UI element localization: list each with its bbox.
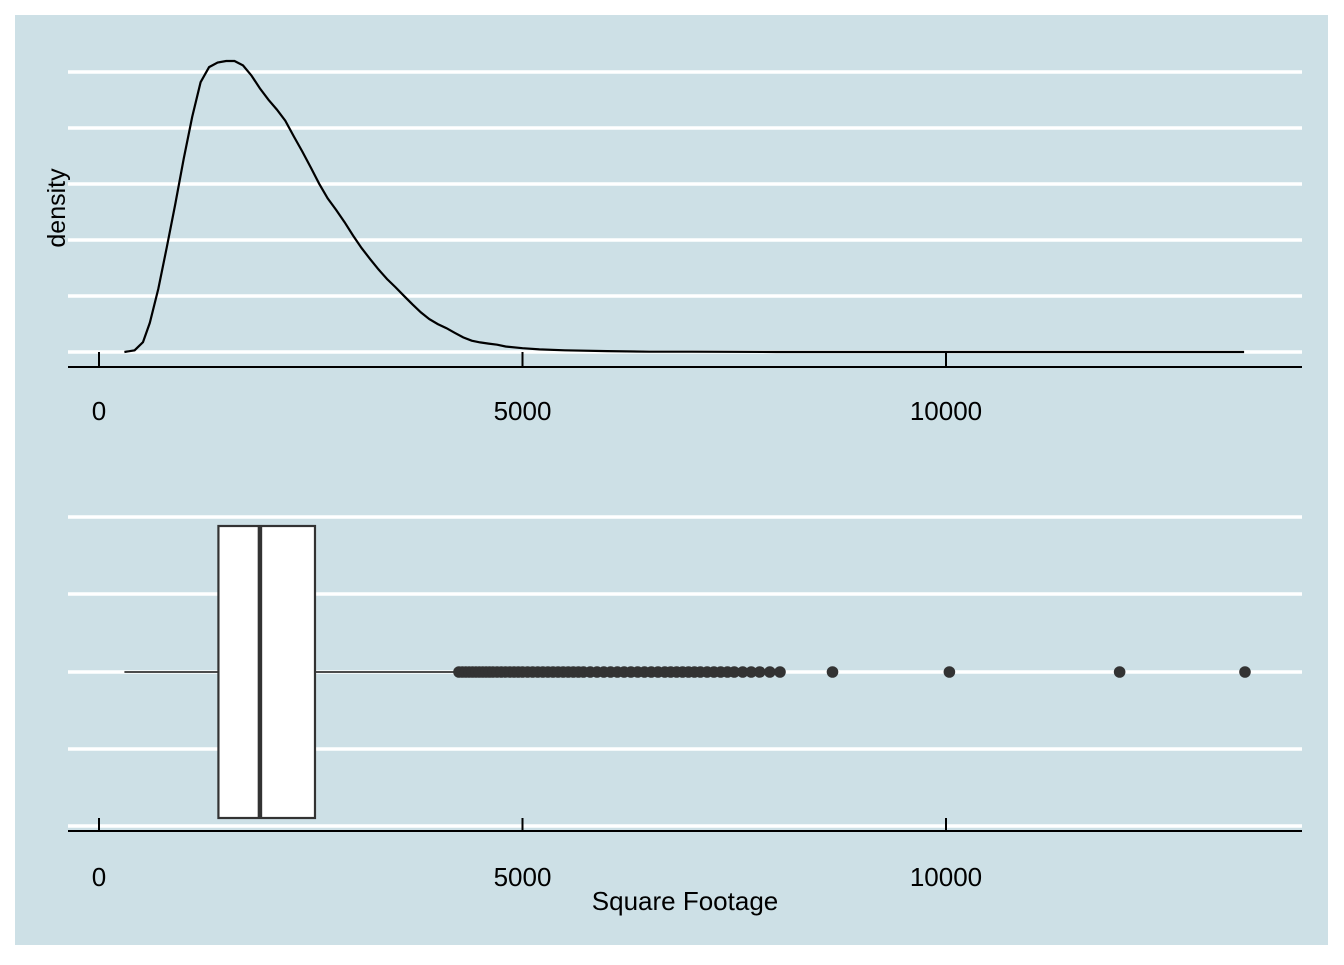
outlier-point-53 [736,666,749,678]
outlier-point-57 [774,666,786,678]
outlier-point-61 [1239,666,1251,678]
boxplot-panel: 0 5000 10000 Square Footage [68,515,1302,916]
outlier-point-52 [728,666,741,678]
boxplot-x-axis-label: Square Footage [592,886,778,916]
outlier-point-59 [943,666,956,678]
outlier-point-60 [1113,666,1126,678]
interquartile-box [217,524,317,820]
density-x-tick-label-1: 5000 [494,396,552,426]
density-x-ticks: 0 5000 10000 [92,352,982,426]
density-x-tick-label-2: 10000 [910,396,982,426]
boxplot-x-tick-label-0: 0 [92,862,106,892]
density-x-tick-label-0: 0 [92,396,106,426]
density-y-axis-label: density [43,168,71,248]
outlier-points [453,666,1251,678]
boxplot-x-tick-label-1: 5000 [494,862,552,892]
outlier-point-58 [826,666,839,678]
outlier-point-54 [745,666,757,678]
density-curve [124,59,1245,354]
plot-background [15,15,1328,945]
boxplot-x-ticks: 0 5000 10000 [92,818,982,892]
outlier-point-56 [764,666,776,678]
outlier-point-55 [753,666,766,678]
boxplot-x-tick-label-2: 10000 [910,862,982,892]
density-panel: 0 5000 10000 density [43,59,1302,426]
